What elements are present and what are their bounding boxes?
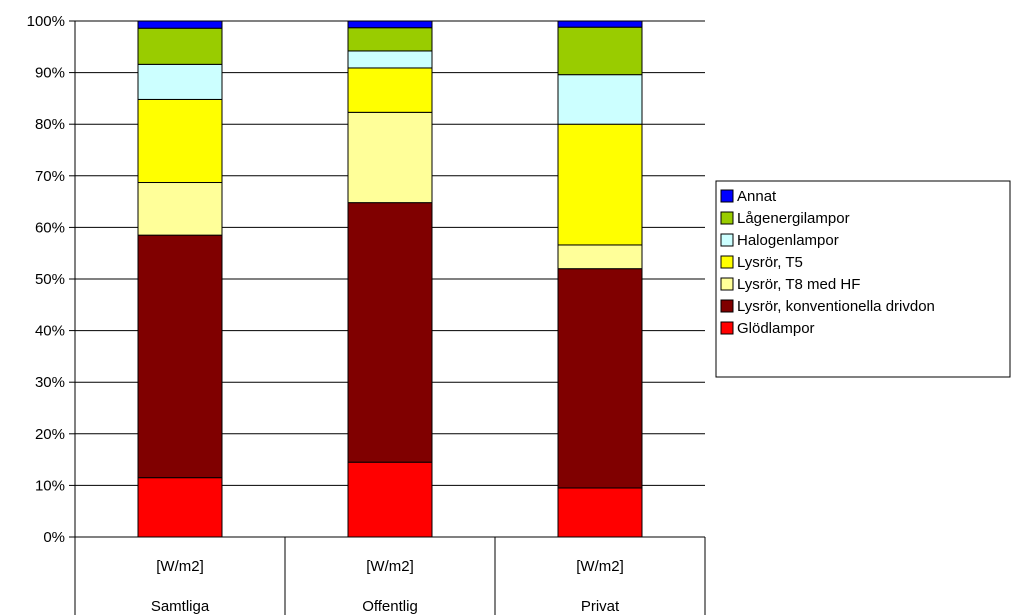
y-tick-label: 40% <box>35 323 65 340</box>
legend-label: Lysrör, T5 <box>737 254 803 271</box>
legend-label: Lysrör, T8 med HF <box>737 276 860 293</box>
category-name-label: Offentlig <box>362 598 418 615</box>
bar-segment <box>347 111 433 204</box>
category-unit-label: [W/m2] <box>156 558 204 575</box>
legend-swatch <box>720 211 734 225</box>
category-table: [W/m2] Samtliga [W/m2] Offentlig [W/m2] Priva… <box>74 536 706 615</box>
bar-segment <box>557 26 643 76</box>
legend-label: Lysrör, konventionella drivdon <box>737 298 935 315</box>
bar-segment <box>557 74 643 125</box>
legend-swatch <box>720 321 734 335</box>
y-tick-label: 50% <box>35 271 65 288</box>
y-tick-label: 70% <box>35 168 65 185</box>
y-tick-label: 0% <box>43 529 65 546</box>
bar-segment <box>557 487 643 538</box>
y-tick-label: 80% <box>35 116 65 133</box>
legend-label: Lågenergilampor <box>737 210 850 227</box>
legend-box <box>715 180 1011 378</box>
legend-label: Glödlampor <box>737 320 815 337</box>
y-tick-label: 20% <box>35 426 65 443</box>
legend-swatch <box>720 255 734 269</box>
bar-segment <box>557 123 643 246</box>
bar-segment <box>137 182 223 236</box>
legend-label: Halogenlampor <box>737 232 839 249</box>
bar-segment <box>347 50 433 69</box>
bar-segment <box>137 20 223 29</box>
category-name-label: Privat <box>581 598 620 615</box>
y-tick-label: 10% <box>35 477 65 494</box>
bar-segment <box>137 63 223 100</box>
bar-segment <box>347 67 433 113</box>
legend-swatch <box>720 277 734 291</box>
bar-segment <box>557 20 643 28</box>
bar-segment <box>347 27 433 52</box>
bar-segment <box>557 244 643 270</box>
bars <box>137 20 643 538</box>
y-tick-label: 30% <box>35 374 65 391</box>
bar-segment <box>137 27 223 65</box>
legend-swatch <box>720 299 734 313</box>
y-tick-label: 60% <box>35 219 65 236</box>
legend-swatch <box>720 233 734 247</box>
legend: Annat Lågenergilampor Halogenlampor Lysrör,… <box>715 180 1011 378</box>
category-unit-label: [W/m2] <box>576 558 624 575</box>
bar-segment <box>347 20 433 29</box>
bar-segment <box>137 477 223 538</box>
bar-segment <box>557 268 643 489</box>
bar-segment <box>137 98 223 184</box>
bar-segment <box>347 461 433 538</box>
legend-swatch <box>720 189 734 203</box>
category-name-label: Samtliga <box>151 598 210 615</box>
y-axis: 0% 10% 20% 30% 40% 50% 60% 70% 80% 90% 100% <box>27 13 76 615</box>
y-tick-label: 100% <box>27 13 65 30</box>
category-unit-label: [W/m2] <box>366 558 414 575</box>
legend-label: Annat <box>737 188 777 205</box>
bar-segment <box>137 234 223 479</box>
y-tick-label: 90% <box>35 65 65 82</box>
bar-segment <box>347 202 433 463</box>
